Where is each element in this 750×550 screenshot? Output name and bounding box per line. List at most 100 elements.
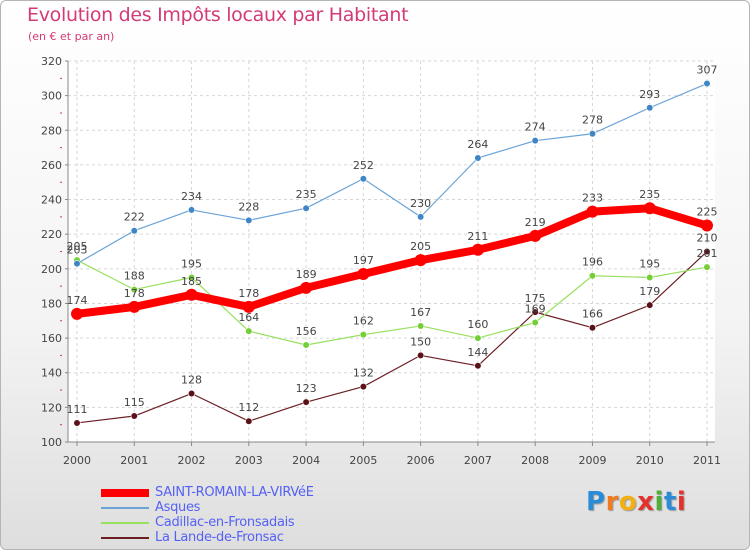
data-point	[471, 243, 484, 256]
data-label: 278	[582, 114, 603, 127]
data-point	[417, 322, 425, 330]
legend-swatch	[101, 537, 149, 539]
y-tick-label: 100	[41, 436, 62, 449]
data-point	[130, 286, 138, 294]
x-tick-label: 2006	[407, 454, 435, 467]
data-label: 274	[525, 121, 546, 134]
data-point	[187, 273, 196, 282]
x-tick-label: 2007	[464, 454, 492, 467]
data-point	[73, 260, 81, 268]
data-point	[646, 273, 654, 282]
x-tick-label: 2003	[235, 454, 263, 467]
data-label: 235	[639, 188, 660, 201]
data-point	[245, 417, 253, 425]
x-tick-label: 2008	[521, 454, 549, 467]
data-label: 128	[181, 374, 202, 387]
data-point	[302, 204, 310, 212]
y-tick-label: 220	[41, 228, 62, 241]
data-label: 178	[238, 287, 259, 300]
x-tick-label: 2001	[120, 454, 148, 467]
data-label: 225	[697, 206, 718, 219]
data-point	[531, 308, 539, 316]
data-label: 179	[639, 285, 660, 298]
data-point	[703, 263, 711, 271]
data-label: 188	[124, 270, 145, 283]
data-point	[643, 202, 656, 215]
y-tick-label: 120	[41, 401, 62, 414]
data-label: 123	[296, 382, 317, 395]
data-point	[187, 389, 196, 398]
data-point	[417, 213, 425, 221]
data-label: 205	[67, 240, 88, 253]
data-point	[588, 130, 597, 138]
data-label: 205	[410, 240, 431, 253]
data-label: 234	[181, 190, 202, 203]
series-line	[76, 259, 708, 346]
data-point	[646, 104, 654, 112]
data-point	[588, 272, 597, 280]
y-tick-label: 180	[41, 297, 62, 310]
data-label: 197	[353, 254, 374, 267]
data-label: 150	[410, 335, 431, 348]
data-point	[588, 324, 597, 332]
x-tick-label: 2009	[578, 454, 606, 467]
data-label: 230	[410, 197, 431, 210]
data-label: 233	[582, 192, 603, 205]
proxiti-logo: Proxiti	[586, 487, 686, 517]
data-label: 307	[697, 64, 718, 77]
data-label: 252	[353, 159, 374, 172]
y-tick-label: 200	[41, 263, 62, 276]
data-label: 144	[467, 346, 488, 359]
series-line	[76, 250, 708, 424]
legend-label: Asques	[155, 500, 201, 515]
x-tick-label: 2010	[636, 454, 664, 467]
data-point	[359, 382, 367, 391]
chart-title: Evolution des Impôts locaux par Habitant	[27, 4, 409, 26]
x-tick-label: 2005	[349, 454, 377, 467]
x-tick-label: 2000	[63, 454, 91, 467]
legend-label: La Lande-de-Fronsac	[155, 530, 284, 545]
data-label: 164	[238, 311, 259, 324]
data-label: 235	[296, 188, 317, 201]
data-point	[701, 219, 713, 232]
data-point	[474, 154, 482, 162]
data-label: 264	[467, 138, 488, 151]
data-point	[71, 307, 83, 320]
data-point	[531, 318, 539, 327]
data-label: 178	[124, 287, 145, 300]
data-point	[300, 281, 313, 294]
y-tick-label: 320	[41, 55, 62, 68]
logo-letter: i	[676, 487, 687, 517]
data-point	[130, 412, 138, 420]
data-label: 201	[697, 247, 718, 260]
legend-swatch	[101, 489, 149, 497]
data-label: 195	[639, 257, 660, 270]
logo-letter: i	[654, 487, 664, 517]
data-point	[185, 288, 198, 301]
data-label: 196	[582, 256, 603, 269]
data-point	[187, 206, 196, 214]
data-point	[646, 301, 654, 309]
plot-area	[68, 61, 715, 442]
data-point	[128, 300, 141, 313]
data-label: 228	[238, 200, 259, 213]
data-label: 219	[525, 216, 546, 229]
data-label: 185	[181, 275, 202, 288]
data-label: 112	[238, 401, 259, 414]
y-tick-label: 260	[41, 159, 62, 172]
series-line	[73, 204, 711, 318]
series-line	[76, 82, 708, 265]
legend-label: Cadillac-en-Fronsadais	[155, 515, 295, 530]
legend-label: SAINT-ROMAIN-LA-VIRVéE	[155, 485, 314, 500]
data-label: 175	[525, 292, 546, 305]
data-point	[359, 175, 367, 183]
data-point	[531, 137, 539, 145]
data-label: 132	[353, 367, 374, 380]
data-point	[302, 341, 310, 349]
x-tick-label: 2011	[693, 454, 721, 467]
data-label: 167	[410, 306, 431, 319]
data-point	[529, 229, 542, 242]
data-point	[130, 227, 138, 235]
data-point	[302, 398, 310, 406]
